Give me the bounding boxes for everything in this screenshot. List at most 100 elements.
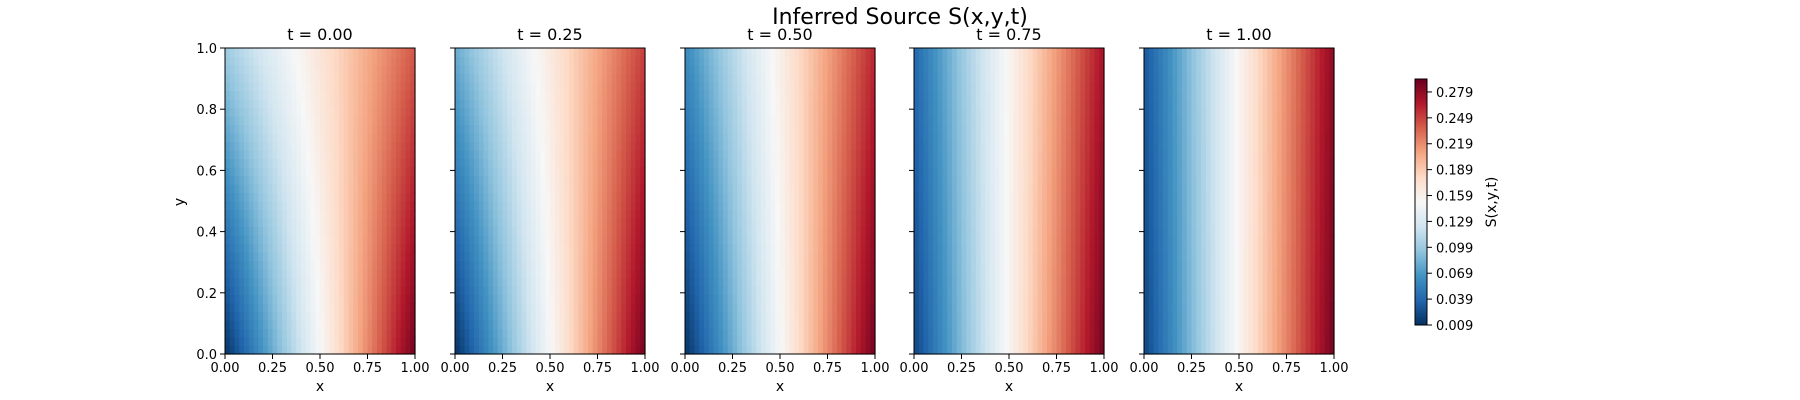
heatmap-cell (497, 277, 504, 287)
heatmap-cell (455, 337, 461, 347)
heatmap-cell (761, 90, 767, 100)
heatmap-cell (516, 260, 523, 270)
heatmap-cell (837, 218, 843, 228)
heatmap-cell (554, 133, 561, 143)
heatmap-cell (329, 141, 335, 151)
heatmap-cell (234, 150, 240, 160)
heatmap-cell (334, 345, 340, 355)
heatmap-cell (789, 48, 795, 58)
heatmap-cell (756, 158, 762, 168)
heatmap-cell (592, 133, 599, 143)
heatmap-cell (985, 345, 991, 355)
heatmap-cell (405, 337, 411, 347)
heatmap-cell (339, 82, 345, 92)
heatmap-cell (966, 277, 972, 287)
heatmap-cell (723, 158, 729, 168)
heatmap-cell (521, 141, 527, 151)
heatmap-cell (459, 218, 466, 228)
heatmap-cell (1070, 328, 1077, 338)
heatmap-cell (339, 337, 345, 347)
heatmap-cell (282, 56, 288, 66)
heatmap-cell (870, 90, 876, 100)
heatmap-cell (521, 192, 527, 202)
heatmap-cell (856, 235, 862, 245)
heatmap-cell (550, 56, 556, 66)
heatmap-cell (526, 90, 532, 100)
heatmap-cell (554, 294, 561, 304)
heatmap-cell (410, 158, 416, 168)
heatmap-cell (818, 133, 824, 143)
heatmap-cell (464, 294, 470, 304)
heatmap-cell (396, 65, 402, 75)
heatmap-cell (846, 252, 852, 262)
heatmap-cell (334, 116, 340, 126)
heatmap-cell (846, 124, 852, 134)
heatmap-cell (592, 184, 599, 194)
heatmap-cell (483, 158, 489, 168)
heatmap-cell (272, 141, 278, 151)
heatmap-cell (961, 303, 967, 313)
heatmap-cell (713, 201, 719, 211)
heatmap-cell (315, 286, 321, 296)
heatmap-cell (310, 328, 316, 338)
heatmap-cell (229, 82, 236, 92)
heatmap-cell (516, 124, 523, 134)
heatmap-cell (358, 337, 364, 347)
heatmap-cell (488, 107, 494, 117)
heatmap-cell (253, 260, 259, 270)
heatmap-cell (286, 150, 293, 160)
heatmap-cell (1023, 311, 1029, 321)
heatmap-cell (602, 269, 608, 279)
heatmap-cell (559, 99, 565, 109)
heatmap-cell (405, 277, 411, 287)
heatmap-cell (952, 252, 958, 262)
heatmap-cell (621, 48, 627, 58)
heatmap-cell (286, 337, 293, 347)
heatmap-cell (685, 260, 691, 270)
heatmap-cell (343, 175, 350, 185)
heatmap-cell (405, 328, 411, 338)
heatmap-cell (244, 235, 250, 245)
heatmap-cell (474, 90, 480, 100)
heatmap-cell (310, 235, 316, 245)
heatmap-cell (1066, 337, 1072, 347)
heatmap-cell (545, 311, 551, 321)
heatmap-cell (545, 235, 551, 245)
heatmap-cell (765, 209, 772, 219)
heatmap-cell (272, 73, 278, 83)
heatmap-cell (272, 107, 278, 117)
heatmap-cell (588, 260, 594, 270)
heatmap-cell (1042, 252, 1048, 262)
heatmap-cell (602, 277, 608, 287)
heatmap-cell (780, 252, 786, 262)
heatmap-cell (765, 116, 772, 126)
heatmap-cell (708, 56, 715, 66)
heatmap-cell (1085, 235, 1091, 245)
heatmap-cell (488, 175, 494, 185)
heatmap-cell (1099, 345, 1105, 355)
heatmap-cell (267, 150, 274, 160)
heatmap-cell (535, 294, 542, 304)
heatmap-cell (483, 277, 489, 287)
heatmap-cell (616, 73, 622, 83)
heatmap-cell (334, 184, 340, 194)
heatmap-cell (225, 235, 231, 245)
heatmap-cell (780, 90, 786, 100)
heatmap-cell (367, 107, 373, 117)
heatmap-cell (493, 73, 499, 83)
heatmap-cell (507, 56, 513, 66)
heatmap-cell (713, 209, 719, 219)
heatmap-cell (851, 65, 857, 75)
heatmap-cell (607, 235, 613, 245)
heatmap-cell (286, 56, 293, 66)
heatmap-cell (756, 294, 762, 304)
heatmap-cell (832, 141, 838, 151)
heatmap-cell (732, 286, 738, 296)
heatmap-cell (455, 158, 461, 168)
heatmap-cell (277, 175, 283, 185)
heatmap-cell (718, 260, 724, 270)
heatmap-cell (381, 56, 388, 66)
heatmap-cell (1013, 226, 1020, 236)
heatmap-cell (258, 116, 264, 126)
heatmap-cell (832, 124, 838, 134)
